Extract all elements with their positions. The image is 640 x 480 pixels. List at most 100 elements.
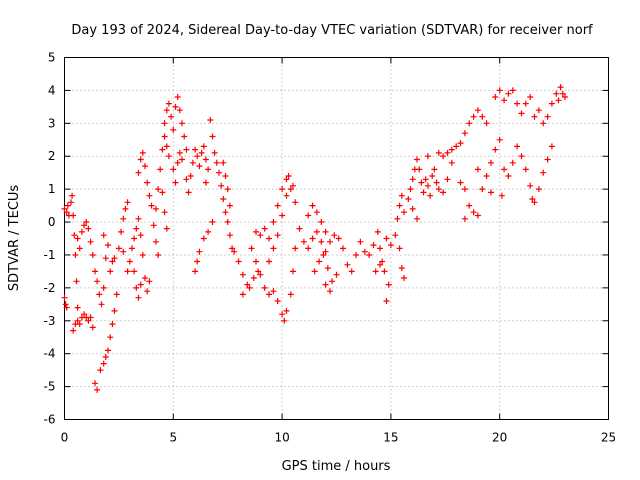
data-point — [172, 103, 179, 110]
data-point — [290, 182, 296, 189]
data-point — [146, 192, 153, 199]
data-point — [414, 156, 420, 163]
data-point — [287, 291, 294, 298]
data-point — [401, 209, 407, 216]
data-point — [333, 271, 340, 278]
data-point — [94, 386, 101, 393]
data-point — [74, 235, 81, 242]
data-point — [68, 199, 74, 206]
data-point — [111, 255, 118, 262]
data-point — [270, 219, 277, 225]
data-point — [394, 215, 401, 222]
data-point — [83, 219, 90, 225]
data-point — [94, 278, 101, 285]
data-point — [71, 232, 78, 239]
data-point — [266, 235, 272, 242]
y-tick-label: -6 — [44, 413, 56, 427]
data-point — [137, 281, 144, 288]
data-point — [207, 117, 214, 123]
x-tick-label: 15 — [383, 431, 398, 445]
data-point — [92, 380, 98, 387]
data-point — [109, 321, 116, 328]
data-point — [290, 268, 296, 275]
data-points — [61, 84, 568, 393]
data-point — [183, 146, 190, 153]
data-point — [224, 219, 231, 225]
data-point — [498, 192, 505, 199]
data-point — [159, 146, 166, 153]
data-point — [163, 225, 170, 232]
data-point — [179, 120, 185, 127]
data-point — [313, 228, 320, 235]
data-point — [72, 252, 79, 258]
data-point — [435, 186, 442, 193]
data-point — [540, 120, 547, 127]
data-point — [396, 245, 403, 252]
data-point — [87, 238, 94, 245]
data-point — [492, 146, 499, 153]
data-point — [155, 252, 162, 258]
data-point — [544, 156, 551, 163]
data-point — [531, 199, 538, 206]
data-point — [527, 94, 534, 100]
data-point — [407, 186, 414, 193]
data-point — [296, 225, 303, 232]
data-point — [205, 166, 212, 173]
x-tick-label: 0 — [61, 431, 69, 445]
data-point — [381, 268, 388, 275]
data-point — [366, 252, 373, 258]
data-point — [185, 189, 192, 196]
data-point — [111, 307, 118, 314]
data-point — [435, 149, 442, 156]
data-point — [144, 179, 151, 186]
data-point — [440, 189, 447, 196]
data-point — [405, 196, 412, 202]
data-point — [422, 176, 429, 183]
data-point — [174, 159, 181, 166]
data-point — [420, 189, 427, 196]
data-point — [81, 311, 88, 318]
data-point — [448, 146, 455, 153]
data-point — [100, 284, 107, 291]
data-point — [281, 317, 288, 324]
y-tick-label: -5 — [44, 380, 56, 394]
data-point — [479, 186, 486, 193]
data-point — [159, 189, 166, 196]
data-point — [163, 107, 170, 114]
x-tick-labels: 0 5 10 15 20 25 — [61, 431, 616, 445]
data-point — [165, 100, 172, 107]
data-point — [279, 186, 286, 193]
data-point — [202, 156, 209, 163]
data-point — [414, 215, 420, 222]
data-point — [222, 173, 229, 179]
data-point — [137, 156, 144, 163]
y-tick-label: 3 — [48, 116, 56, 130]
x-axis-label: GPS time / hours — [282, 459, 391, 474]
data-point — [74, 317, 81, 324]
data-point — [81, 222, 88, 229]
data-point — [196, 248, 203, 255]
data-point — [115, 245, 122, 252]
x-tick-label: 25 — [601, 431, 616, 445]
y-tick-label: 4 — [48, 83, 56, 97]
data-point — [209, 133, 216, 140]
data-point — [344, 261, 351, 268]
data-point — [120, 248, 127, 255]
data-point — [562, 94, 568, 100]
data-point — [531, 113, 538, 120]
data-point — [170, 126, 177, 133]
data-point — [361, 248, 368, 255]
data-point — [168, 113, 175, 120]
y-tick-label: -3 — [44, 314, 56, 328]
data-point — [522, 166, 529, 173]
data-point — [74, 304, 81, 311]
data-point — [522, 100, 529, 107]
data-point — [370, 242, 377, 249]
data-point — [89, 252, 96, 258]
data-point — [87, 314, 94, 321]
data-point — [131, 235, 138, 242]
data-point — [383, 235, 390, 242]
data-point — [474, 166, 481, 173]
data-point — [488, 159, 494, 166]
